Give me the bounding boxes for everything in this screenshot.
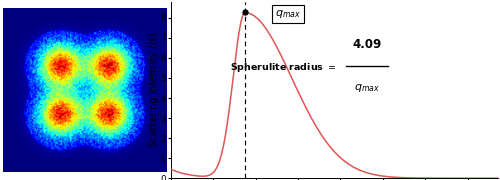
Y-axis label: Scattering intensity (Is): Scattering intensity (Is) [149, 33, 159, 147]
Text: $\bf{Spherulite\ radius}$ $=$: $\bf{Spherulite\ radius}$ $=$ [230, 60, 336, 74]
Text: $q_{max}$: $q_{max}$ [274, 8, 301, 20]
Text: 4.09: 4.09 [352, 38, 382, 51]
Text: $q_{max}$: $q_{max}$ [354, 82, 380, 94]
